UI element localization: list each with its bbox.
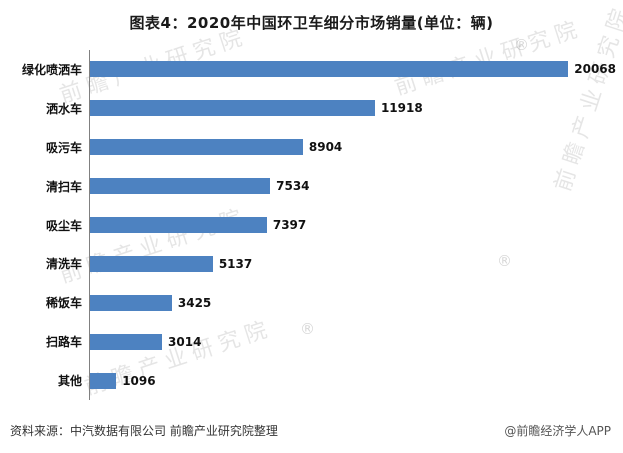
plot-area: 20068 [89,50,616,89]
category-label: 扫路车 [45,335,82,350]
plot-area: 1096 [89,361,616,401]
bar [90,333,163,350]
category-label: 其他 [57,374,82,389]
brand-note: @前瞻经济学人APP [504,424,611,438]
category-label: 洒水车 [45,101,82,116]
bar [90,294,172,311]
plot-area: 8904 [89,127,616,167]
bar-chart: 绿化喷洒车 20068 洒水车 11918 吸污车 8904 清扫车 7534 吸尘车 7397 清… [6,50,616,401]
plot-area: 3014 [89,322,616,362]
value-label: 3425 [177,295,212,310]
value-label: 11918 [380,101,423,116]
bar [90,139,303,156]
plot-area: 7397 [89,205,616,245]
chart-row: 清扫车 7534 [6,166,616,206]
category-label: 吸尘车 [45,218,82,233]
footer: 资料来源：中汽数据有限公司 前瞻产业研究院整理 @前瞻经济学人APP [10,422,611,439]
bar [90,372,117,389]
bar [90,255,213,272]
chart-title: 图表4：2020年中国环卫车细分市场销量(单位：辆) [129,14,494,32]
value-label: 1096 [122,373,156,388]
bar [90,217,267,233]
chart-row: 绿化喷洒车 20068 [6,50,616,89]
chart-row: 其他 1096 [6,361,616,401]
chart-row: 稀饭车 3425 [6,283,616,323]
plot-area: 11918 [89,88,616,128]
value-label: 20068 [574,62,616,77]
value-label: 7397 [272,218,307,232]
plot-area: 3425 [89,283,616,323]
chart-row: 扫路车 3014 [6,322,616,362]
category-label: 吸污车 [45,140,82,155]
value-label: 5137 [218,256,253,271]
category-label: 绿化喷洒车 [21,62,82,77]
chart-rows: 绿化喷洒车 20068 洒水车 11918 吸污车 8904 清扫车 7534 吸尘车 7397 清… [6,50,616,401]
source-note: 资料来源：中汽数据有限公司 前瞻产业研究院整理 [10,424,278,438]
bar [90,61,569,78]
value-label: 7534 [276,179,310,194]
value-label: 3014 [168,334,202,349]
plot-area: 5137 [89,244,616,284]
category-label: 清扫车 [45,179,82,194]
bar [90,100,375,117]
category-label: 清洗车 [45,257,82,272]
chart-row: 洒水车 11918 [6,88,616,128]
chart-row: 吸尘车 7397 [6,205,616,245]
bar [90,178,271,195]
chart-row: 清洗车 5137 [6,244,616,284]
chart-row: 吸污车 8904 [6,127,616,167]
category-label: 稀饭车 [45,296,82,311]
value-label: 8904 [308,140,343,155]
plot-area: 7534 [89,166,616,206]
